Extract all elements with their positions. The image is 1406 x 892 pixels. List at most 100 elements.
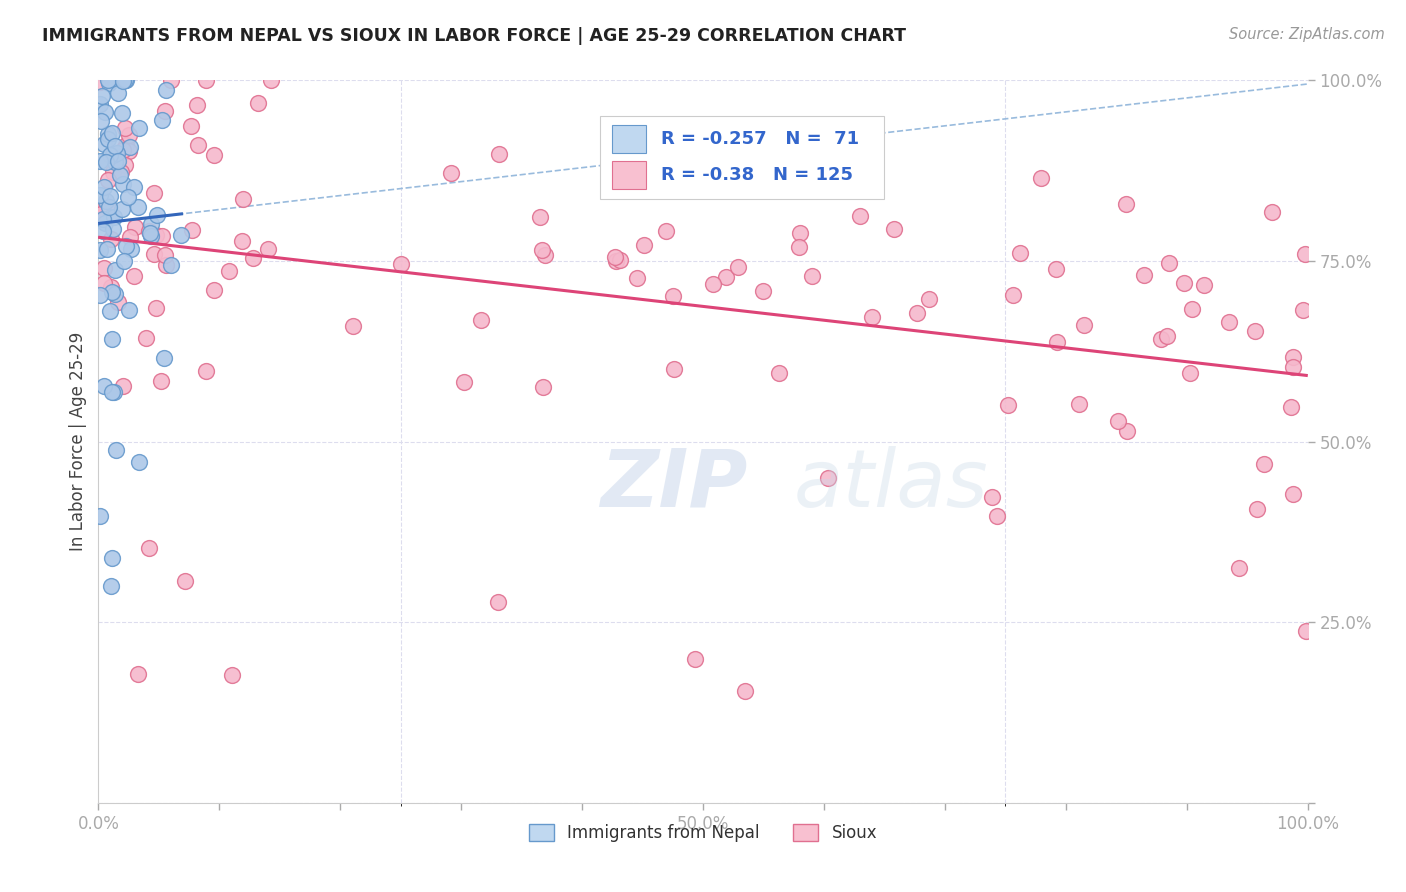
Point [486, 595, 509, 609]
Point [905, 306, 928, 320]
Point [97, 73, 120, 87]
Point [817, 471, 839, 485]
Point [107, 86, 129, 100]
Point [1260, 205, 1282, 219]
Point [174, 574, 197, 588]
Point [98, 148, 121, 162]
Point [159, 73, 181, 87]
Point [89, 154, 111, 169]
Point [1045, 262, 1067, 277]
Point [150, 229, 173, 244]
Point [1295, 247, 1317, 261]
Point [1115, 424, 1137, 438]
Point [917, 293, 939, 307]
Point [470, 313, 492, 327]
Point [232, 192, 254, 206]
Point [89, 187, 111, 202]
Point [100, 211, 122, 225]
Point [145, 301, 167, 315]
Point [114, 158, 136, 172]
Point [696, 141, 718, 155]
Point [1133, 268, 1156, 282]
Point [734, 684, 756, 698]
Point [752, 284, 775, 298]
Point [97, 76, 120, 90]
Point [1227, 560, 1250, 574]
Point [1150, 332, 1173, 346]
Point [89, 97, 111, 112]
Point [145, 228, 167, 243]
Point [139, 229, 162, 244]
Point [117, 144, 139, 158]
Point [800, 268, 823, 283]
Point [768, 366, 790, 380]
Point [1008, 245, 1031, 260]
Point [170, 228, 193, 243]
Point [139, 226, 162, 240]
Point [112, 177, 135, 191]
Point [114, 121, 136, 136]
Point [187, 138, 209, 153]
Point [883, 222, 905, 236]
Point [194, 73, 217, 87]
Point [221, 668, 243, 682]
Point [117, 303, 139, 318]
Point [138, 224, 160, 238]
Point [139, 217, 162, 231]
Point [440, 166, 463, 180]
Point [150, 112, 173, 127]
Point [90, 207, 112, 221]
Point [90, 205, 112, 219]
Point [97, 200, 120, 214]
Point [702, 277, 724, 291]
Legend: Immigrants from Nepal, Sioux: Immigrants from Nepal, Sioux [522, 817, 884, 848]
Point [727, 260, 749, 274]
Point [1253, 457, 1275, 471]
Point [186, 98, 208, 112]
Point [100, 232, 122, 246]
Point [1218, 316, 1240, 330]
Point [120, 242, 142, 256]
Point [242, 251, 264, 265]
Point [93, 276, 115, 290]
Point [153, 104, 176, 119]
Point [89, 75, 111, 89]
Point [89, 113, 111, 128]
Point [1282, 486, 1305, 500]
Point [149, 374, 172, 388]
Point [96, 242, 118, 256]
Point [202, 148, 225, 162]
Point [135, 331, 157, 345]
Point [533, 248, 555, 262]
Point [110, 165, 132, 179]
Point [118, 230, 141, 244]
Point [89, 288, 111, 302]
Point [127, 666, 149, 681]
Point [231, 235, 253, 249]
Point [91, 224, 114, 238]
Point [202, 283, 225, 297]
Point [488, 147, 510, 161]
Point [128, 120, 150, 135]
Point [195, 364, 218, 378]
Point [155, 259, 177, 273]
Point [1073, 318, 1095, 332]
Point [662, 289, 685, 303]
Point [145, 208, 167, 222]
Point [107, 154, 129, 169]
Point [105, 146, 128, 161]
Point [789, 226, 811, 240]
Point [117, 190, 139, 204]
Point [101, 384, 124, 399]
Text: Source: ZipAtlas.com: Source: ZipAtlas.com [1229, 27, 1385, 42]
Point [1156, 329, 1178, 343]
Point [114, 73, 136, 87]
Point [97, 127, 120, 141]
Point [683, 652, 706, 666]
Point [599, 147, 621, 161]
Point [90, 88, 112, 103]
FancyBboxPatch shape [600, 117, 884, 200]
Point [180, 119, 202, 133]
Point [152, 351, 174, 365]
Point [342, 318, 364, 333]
